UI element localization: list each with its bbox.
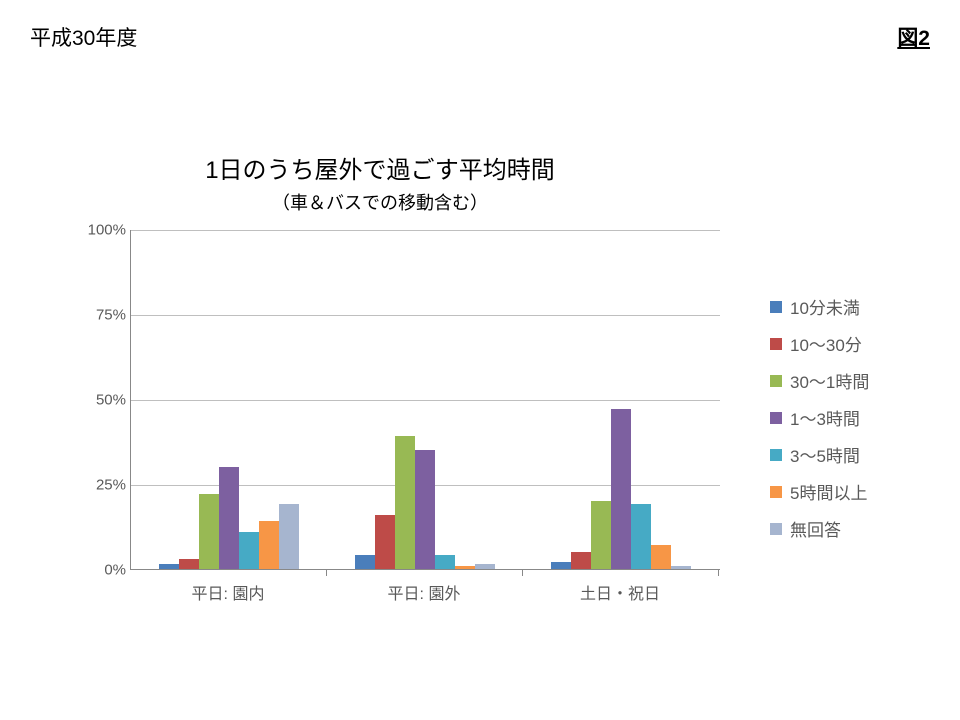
legend-item: 30～1時間 [770,368,940,393]
header-year: 平成30年度 [30,22,137,52]
y-tick-label: 0% [81,562,126,579]
legend-item: 無回答 [770,516,940,541]
bar [671,566,691,569]
bar [591,501,611,569]
bar [179,559,199,569]
legend-swatch [770,449,782,461]
bar [611,409,631,569]
bar [355,555,375,569]
legend-swatch [770,412,782,424]
bar-group [537,230,705,569]
y-tick-label: 75% [81,307,126,324]
bar [455,566,475,569]
legend-label: 10分未満 [790,294,860,319]
x-category-label: 平日: 園外 [340,580,508,604]
chart-title: 1日のうち屋外で過ごす平均時間 （車＆バスでの移動含む） [0,150,760,215]
bar [551,562,571,569]
bar [279,504,299,569]
legend-swatch [770,486,782,498]
bar [415,450,435,569]
bar [239,532,259,569]
legend-label: 30～1時間 [790,368,869,393]
legend-label: 無回答 [790,516,841,541]
chart-title-line2: （車＆バスでの移動含む） [0,189,760,215]
legend-item: 5時間以上 [770,479,940,504]
bar [571,552,591,569]
legend-swatch [770,523,782,535]
y-tick-label: 100% [81,222,126,239]
bar [259,521,279,569]
bar [651,545,671,569]
y-tick-label: 25% [81,477,126,494]
legend-label: 1～3時間 [790,405,860,430]
legend-swatch [770,375,782,387]
bar [631,504,651,569]
legend-label: 3～5時間 [790,442,860,467]
bar [475,564,495,569]
legend-item: 1～3時間 [770,405,940,430]
legend-label: 10～30分 [790,331,862,356]
bar [435,555,455,569]
bar [159,564,179,569]
legend-item: 10分未満 [770,294,940,319]
legend: 10分未満 10～30分 30～1時間 1～3時間 3～5時間 5時間以上無回答 [770,294,940,553]
legend-swatch [770,301,782,313]
chart-title-line1: 1日のうち屋外で過ごす平均時間 [0,150,760,185]
chart-area: 0%25%50%75%100% 平日: 園内平日: 園外土日・祝日 [70,220,740,620]
bar [199,494,219,569]
legend-label: 5時間以上 [790,479,867,504]
x-tick [326,570,327,576]
bar-group [145,230,313,569]
figure-number: 図2 [897,22,930,52]
x-tick [718,570,719,576]
x-category-label: 平日: 園内 [144,580,312,604]
x-tick [522,570,523,576]
legend-item: 3～5時間 [770,442,940,467]
bar [375,515,395,569]
legend-swatch [770,338,782,350]
bar [219,467,239,569]
legend-item: 10～30分 [770,331,940,356]
y-tick-label: 50% [81,392,126,409]
bar-group [341,230,509,569]
bar [395,436,415,569]
x-category-label: 土日・祝日 [536,580,704,604]
plot-region: 0%25%50%75%100% [130,230,720,570]
